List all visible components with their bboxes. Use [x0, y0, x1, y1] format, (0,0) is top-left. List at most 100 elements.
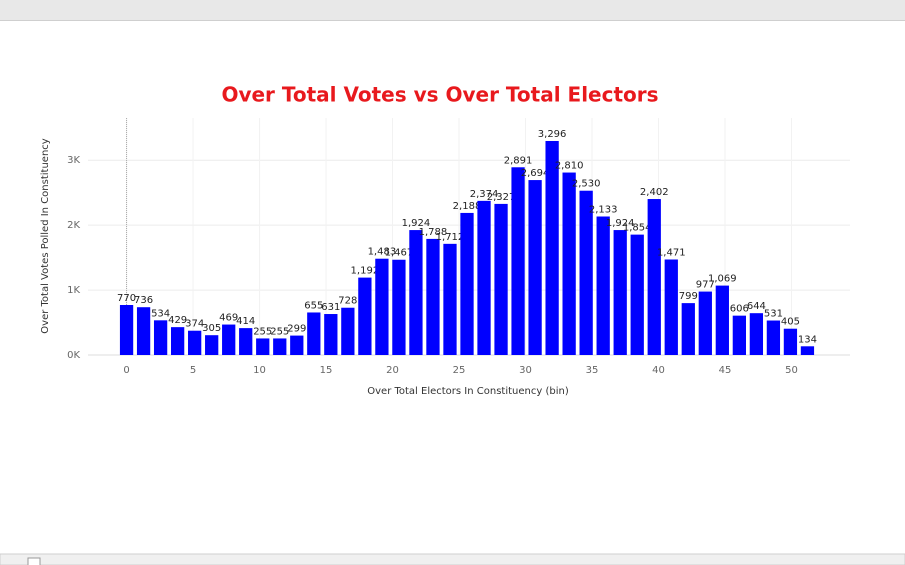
- bar: [511, 167, 525, 355]
- data-label: 736: [134, 295, 153, 306]
- data-label: 2,327: [487, 192, 516, 203]
- bar: [715, 285, 729, 355]
- bar: [528, 180, 542, 355]
- data-label: 1,924: [402, 218, 431, 229]
- bar: [477, 200, 491, 355]
- data-label: 414: [236, 316, 255, 327]
- bar: [136, 307, 151, 355]
- bar: [307, 312, 321, 355]
- y-tick-label: 1K: [67, 285, 80, 296]
- data-label: 2,891: [504, 155, 533, 166]
- data-label: 2,810: [555, 161, 584, 172]
- sheet-tab[interactable]: [27, 557, 41, 565]
- bar: [562, 172, 576, 355]
- data-label: 531: [764, 309, 783, 320]
- chart-title: Over Total Votes vs Over Total Electors: [221, 83, 658, 107]
- data-label: 1,788: [419, 227, 448, 238]
- bar: [205, 335, 219, 355]
- bar: [222, 324, 236, 355]
- x-tick-label: 10: [253, 365, 266, 376]
- window-top-bar: [0, 0, 905, 20]
- data-label: 2,374: [470, 189, 499, 200]
- data-label: 1,069: [708, 274, 737, 285]
- bar: [239, 328, 253, 355]
- data-label: 770: [117, 293, 136, 304]
- bar: [579, 190, 593, 355]
- bar: [409, 230, 423, 355]
- bar: [426, 238, 440, 355]
- data-label: 1,924: [606, 218, 635, 229]
- y-tick-label: 2K: [67, 220, 80, 231]
- bar: [443, 243, 457, 355]
- data-label: 305: [202, 323, 221, 334]
- x-tick-label: 0: [123, 365, 129, 376]
- bar: [698, 291, 712, 355]
- data-label: 2,530: [572, 179, 601, 190]
- bar: [732, 315, 746, 355]
- data-label: 1,471: [657, 247, 686, 258]
- y-axis-label: Over Total Votes Polled In Constituency: [40, 138, 51, 333]
- data-label: 655: [304, 300, 323, 311]
- data-label: 134: [798, 334, 817, 345]
- data-label: 728: [338, 296, 357, 307]
- data-label: 299: [287, 324, 306, 335]
- bar: [324, 314, 338, 355]
- bar: [375, 258, 389, 355]
- data-label: 374: [185, 319, 204, 330]
- bar: [647, 199, 661, 355]
- y-tick-label: 0K: [67, 350, 80, 361]
- x-axis-label: Over Total Electors In Constituency (bin…: [367, 386, 569, 397]
- data-label: 534: [151, 308, 170, 319]
- x-tick-label: 25: [453, 365, 466, 376]
- x-tick-label: 35: [586, 365, 599, 376]
- bar: [613, 230, 627, 355]
- data-label: 1,467: [385, 248, 414, 259]
- x-tick-label: 5: [190, 365, 196, 376]
- data-label: 977: [696, 280, 715, 291]
- data-label: 799: [679, 291, 698, 302]
- bar: [766, 320, 781, 355]
- bar: [341, 307, 355, 355]
- data-label: 631: [321, 302, 340, 313]
- bar: [256, 338, 270, 355]
- data-label: 2,402: [640, 187, 669, 198]
- window-top-border: [0, 20, 905, 21]
- data-label: 644: [747, 301, 766, 312]
- bar: [392, 259, 406, 355]
- bar: [273, 338, 287, 355]
- data-label: 1,712: [436, 232, 465, 243]
- bar: [358, 277, 372, 355]
- x-tick-label: 30: [519, 365, 532, 376]
- bar: [783, 328, 798, 355]
- chart: Over Total Votes vs Over Total Electors …: [40, 83, 850, 397]
- data-label: 255: [253, 326, 272, 337]
- bar: [545, 140, 559, 355]
- bar: [749, 313, 764, 355]
- bar: [800, 346, 815, 355]
- data-label: 469: [219, 313, 238, 324]
- bar: [494, 203, 508, 355]
- data-label: 1,854: [623, 223, 652, 234]
- data-label: 1,192: [351, 266, 380, 277]
- x-tick-label: 45: [719, 365, 732, 376]
- bar: [153, 320, 168, 355]
- data-label: 2,188: [453, 201, 482, 212]
- data-label: 429: [168, 315, 187, 326]
- x-tick-label: 50: [785, 365, 798, 376]
- bar: [290, 335, 304, 355]
- data-label: 1,483: [368, 247, 397, 258]
- y-tick-label: 3K: [67, 155, 80, 166]
- bar: [664, 259, 678, 355]
- bar: [188, 330, 202, 355]
- window-bottom-bar: [0, 553, 905, 565]
- data-label: 405: [781, 317, 800, 328]
- bar: [170, 327, 185, 355]
- data-label: 3,296: [538, 129, 567, 140]
- data-label: 255: [270, 326, 289, 337]
- data-label: 2,133: [589, 205, 618, 216]
- bar: [630, 234, 644, 355]
- data-label: 2,694: [521, 168, 550, 179]
- data-label: 606: [730, 304, 749, 315]
- bar: [460, 212, 474, 355]
